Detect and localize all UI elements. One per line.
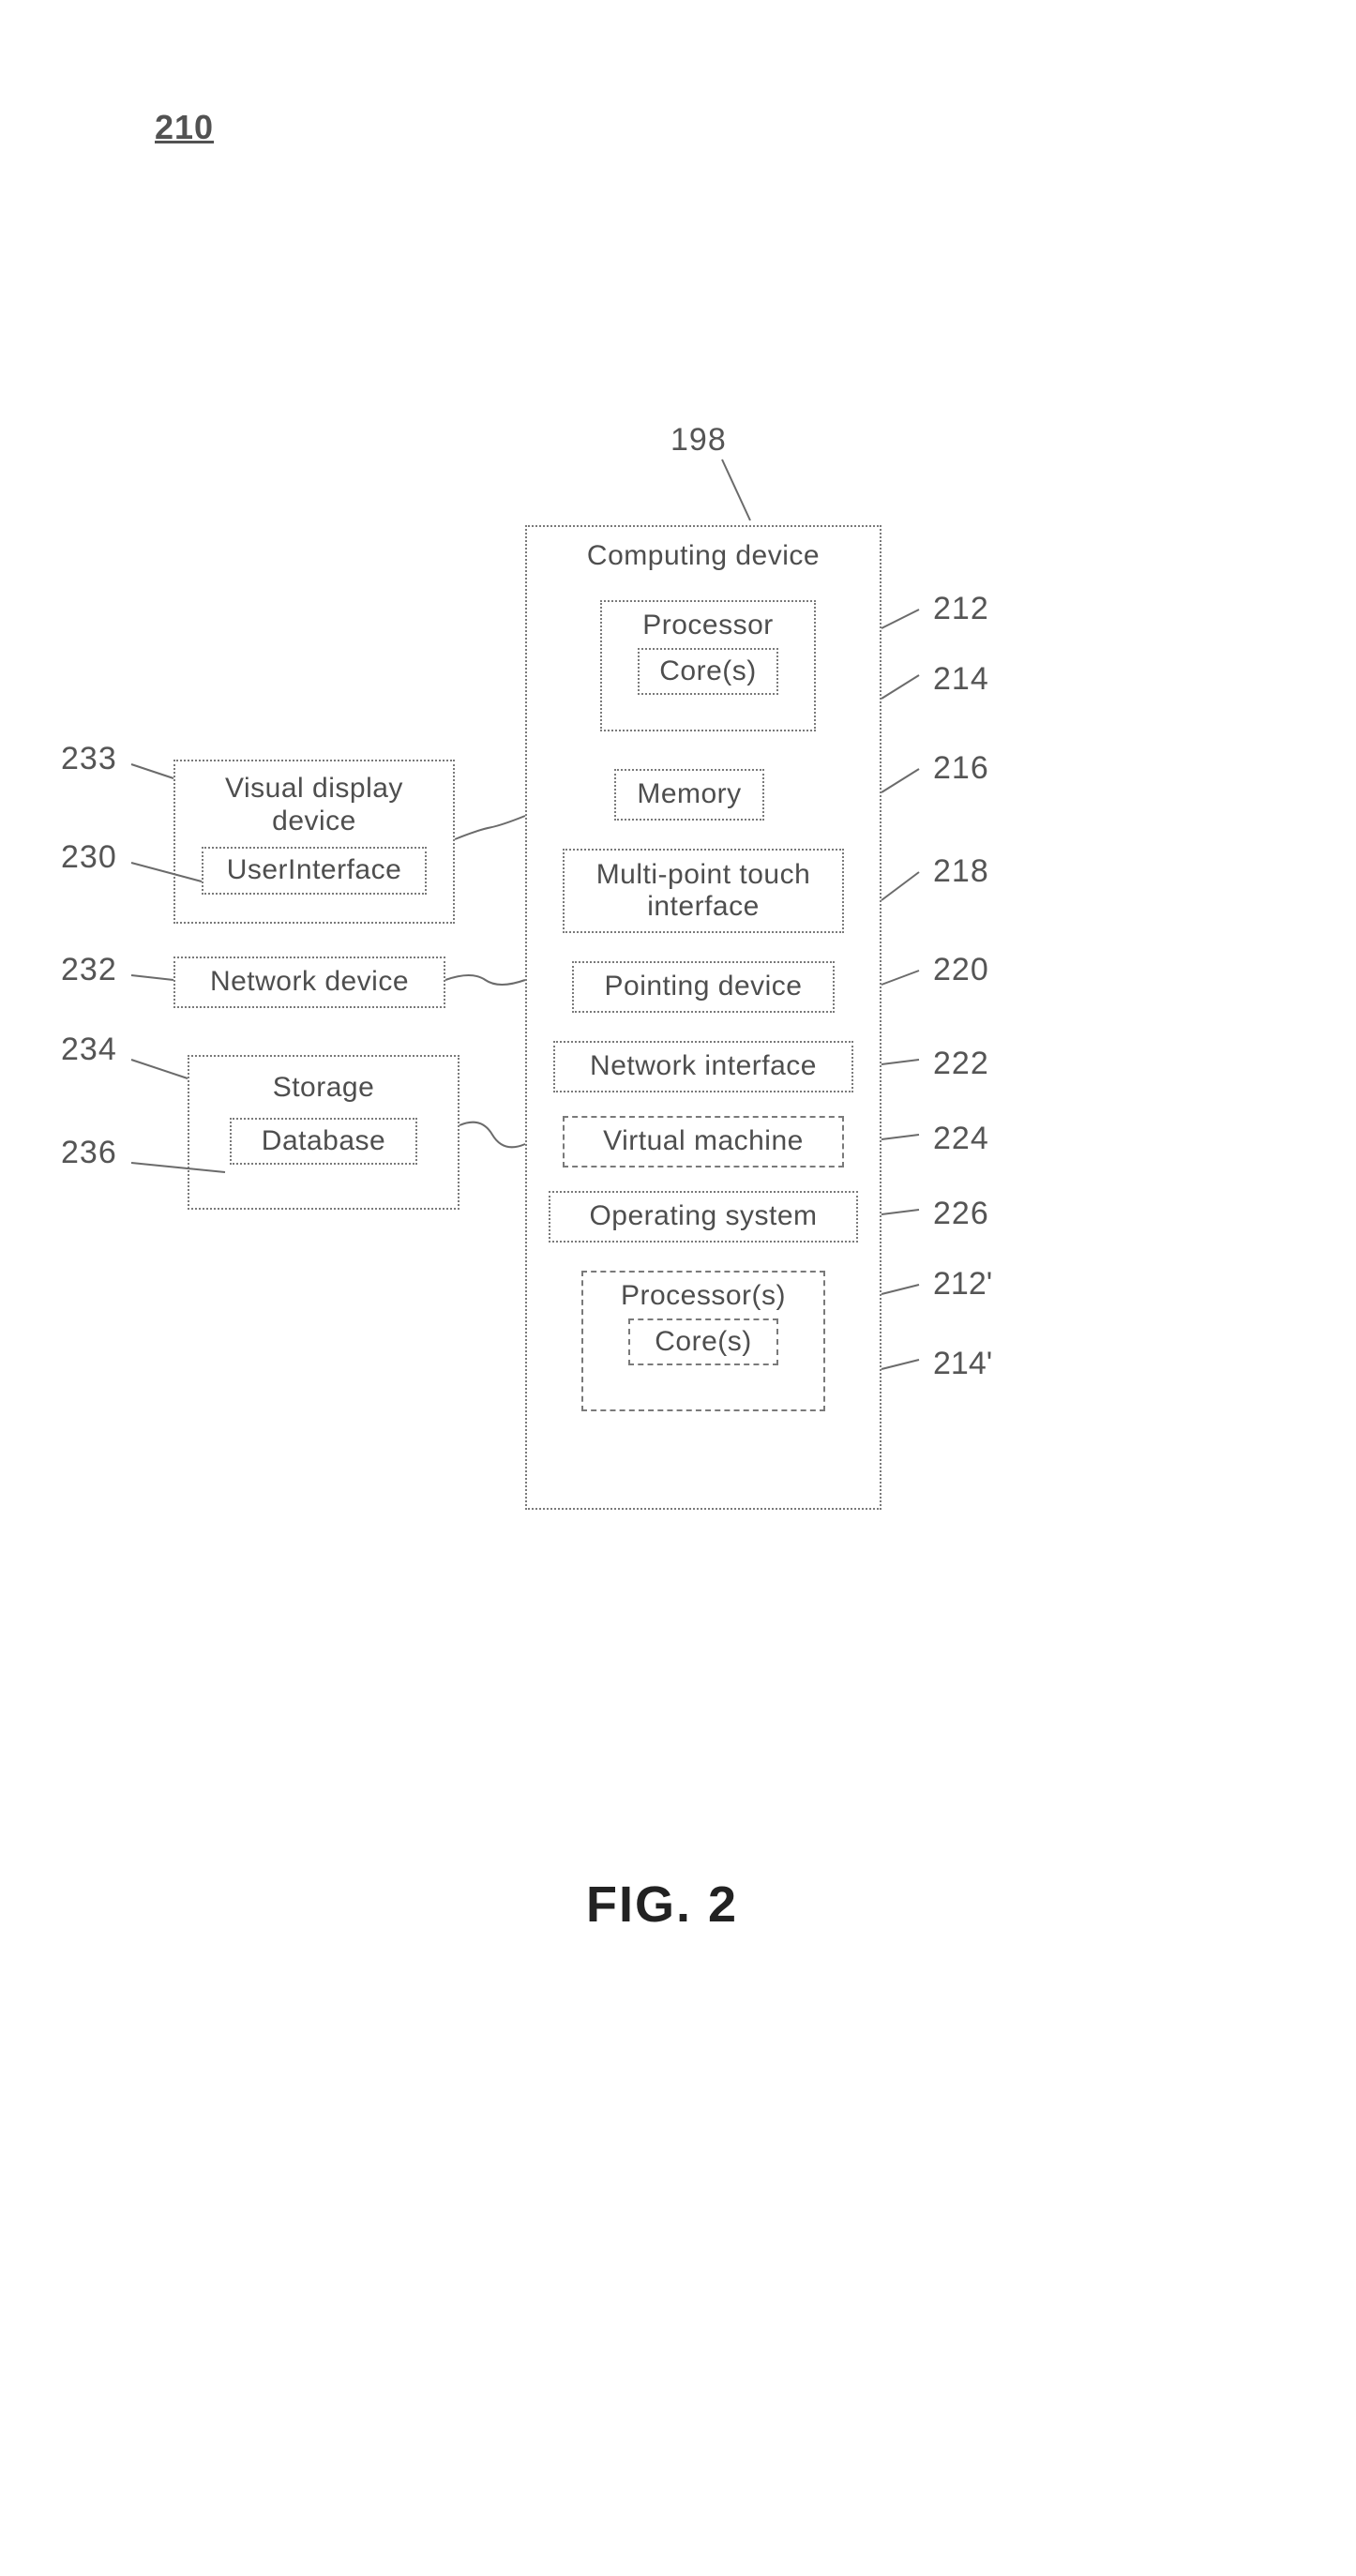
ref-224: 224 bbox=[933, 1121, 989, 1157]
ref-230: 230 bbox=[61, 839, 117, 876]
ref-214: 214 bbox=[933, 661, 989, 698]
figure-ref-top: 210 bbox=[155, 108, 214, 147]
database-box: Database bbox=[230, 1118, 417, 1166]
processors2-box: Processor(s) Core(s) bbox=[581, 1271, 825, 1411]
ref-220: 220 bbox=[933, 952, 989, 988]
storage-box: Storage Database bbox=[188, 1055, 460, 1210]
cores-label: Core(s) bbox=[659, 655, 757, 686]
processor-label: Processor bbox=[642, 610, 774, 642]
visual-display-label: Visual display device bbox=[181, 769, 447, 841]
ref-216: 216 bbox=[933, 750, 989, 787]
ref-214p: 214' bbox=[933, 1346, 992, 1382]
database-label: Database bbox=[262, 1125, 385, 1156]
network-device-box: Network device bbox=[173, 957, 445, 1008]
user-interface-box: UserInterface bbox=[202, 847, 427, 895]
os-box: Operating system bbox=[549, 1191, 858, 1243]
network-if-box: Network interface bbox=[553, 1041, 853, 1092]
network-device-label: Network device bbox=[210, 966, 409, 999]
ref-233: 233 bbox=[61, 741, 117, 777]
user-interface-label: UserInterface bbox=[227, 854, 402, 885]
ref-222: 222 bbox=[933, 1046, 989, 1082]
visual-display-box: Visual display device UserInterface bbox=[173, 760, 455, 924]
figure-caption: FIG. 2 bbox=[586, 1876, 738, 1934]
multipoint-box: Multi-point touch interface bbox=[563, 849, 844, 933]
processors2-label: Processor(s) bbox=[621, 1280, 786, 1313]
memory-box: Memory bbox=[614, 769, 764, 821]
processor-box: Processor Core(s) bbox=[600, 600, 816, 731]
virtual-machine-box: Virtual machine bbox=[563, 1116, 844, 1167]
cores2-box: Core(s) bbox=[628, 1318, 778, 1366]
os-label: Operating system bbox=[589, 1200, 817, 1233]
ref-234: 234 bbox=[61, 1032, 117, 1068]
storage-label: Storage bbox=[273, 1072, 375, 1105]
multipoint-label: Multi-point touch interface bbox=[570, 859, 836, 924]
cores2-label: Core(s) bbox=[655, 1326, 752, 1357]
cores-box: Core(s) bbox=[638, 648, 778, 696]
virtual-machine-label: Virtual machine bbox=[603, 1125, 804, 1158]
ref-226: 226 bbox=[933, 1196, 989, 1232]
ref-232: 232 bbox=[61, 952, 117, 988]
network-if-label: Network interface bbox=[590, 1050, 817, 1083]
ref-212: 212 bbox=[933, 591, 989, 627]
computing-device-label: Computing device bbox=[587, 540, 820, 573]
pointing-label: Pointing device bbox=[605, 971, 803, 1003]
ref-198: 198 bbox=[670, 422, 727, 459]
ref-218: 218 bbox=[933, 853, 989, 890]
ref-212p: 212' bbox=[933, 1266, 992, 1303]
memory-label: Memory bbox=[637, 778, 741, 811]
diagram-canvas: 210 198 Computing device Processor Core(… bbox=[0, 0, 1356, 2576]
ref-236: 236 bbox=[61, 1135, 117, 1171]
pointing-box: Pointing device bbox=[572, 961, 835, 1013]
